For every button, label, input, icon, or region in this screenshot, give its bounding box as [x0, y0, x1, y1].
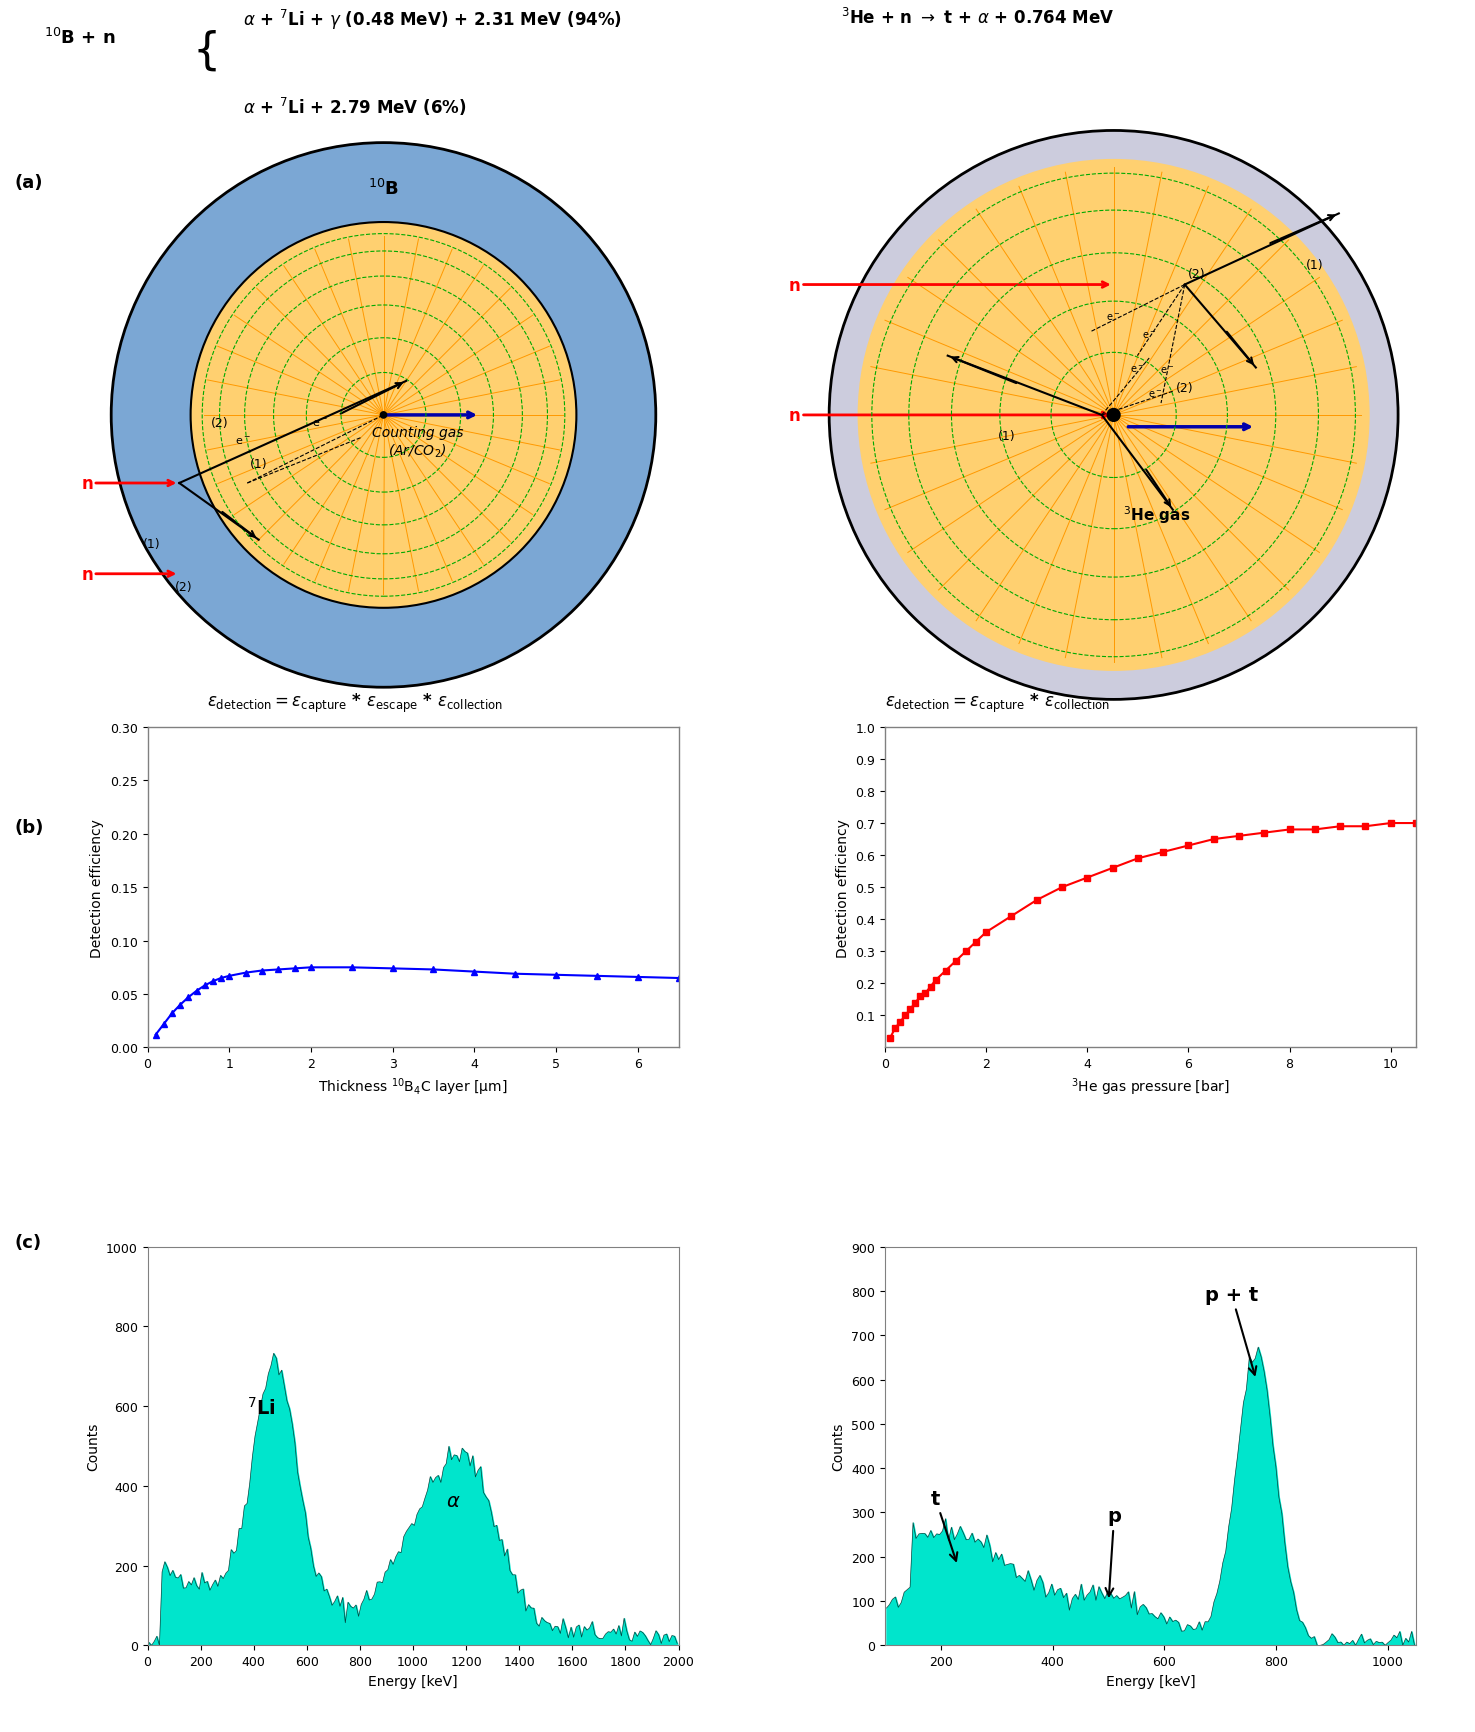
- Text: (2): (2): [1176, 383, 1193, 395]
- Circle shape: [829, 132, 1398, 700]
- Text: $^7$Li: $^7$Li: [248, 1396, 276, 1419]
- Text: $^3$He gas: $^3$He gas: [1122, 504, 1190, 527]
- Text: $\alpha$ + $^7$Li + $\gamma$ (0.48 MeV) + 2.31 MeV (94%): $\alpha$ + $^7$Li + $\gamma$ (0.48 MeV) …: [243, 7, 622, 31]
- Text: e$^-$: e$^-$: [1142, 329, 1156, 341]
- Text: (1): (1): [1307, 258, 1325, 272]
- Text: n: n: [789, 407, 801, 424]
- Text: n: n: [81, 565, 93, 584]
- Text: p: p: [1106, 1507, 1121, 1597]
- Text: e$^-$: e$^-$: [311, 417, 327, 430]
- Circle shape: [379, 412, 388, 419]
- Circle shape: [857, 159, 1370, 672]
- Y-axis label: Counts: Counts: [832, 1422, 845, 1470]
- Text: e$^-$: e$^-$: [1130, 364, 1145, 376]
- Text: $^{10}$B + n: $^{10}$B + n: [44, 28, 115, 48]
- Text: Counting gas
(Ar/CO$_2$): Counting gas (Ar/CO$_2$): [372, 426, 463, 461]
- Circle shape: [111, 144, 656, 688]
- Text: (1): (1): [249, 457, 267, 471]
- Text: (1): (1): [143, 537, 161, 551]
- Text: e$^-$: e$^-$: [235, 436, 251, 447]
- Text: (2): (2): [176, 580, 193, 594]
- X-axis label: $^3$He gas pressure [bar]: $^3$He gas pressure [bar]: [1071, 1076, 1230, 1098]
- Y-axis label: Counts: Counts: [87, 1422, 100, 1470]
- Text: $\varepsilon_{\rm detection} = \varepsilon_{\rm capture}$ * $\varepsilon_{\rm es: $\varepsilon_{\rm detection} = \varepsil…: [207, 691, 503, 715]
- Text: e$^-$: e$^-$: [1159, 365, 1174, 376]
- Text: (2): (2): [211, 417, 229, 430]
- Circle shape: [1106, 409, 1121, 423]
- Text: (1): (1): [999, 430, 1016, 442]
- Text: (c): (c): [15, 1233, 41, 1251]
- Text: n: n: [81, 475, 93, 492]
- Text: $\varepsilon_{\rm detection} = \varepsilon_{\rm capture}$ * $\varepsilon_{\rm co: $\varepsilon_{\rm detection} = \varepsil…: [885, 691, 1111, 715]
- Text: $^{10}$B: $^{10}$B: [367, 178, 400, 199]
- Text: e$^-$: e$^-$: [1148, 390, 1162, 400]
- Text: n: n: [789, 277, 801, 294]
- Text: e$^-$: e$^-$: [1106, 312, 1121, 322]
- Y-axis label: Detection efficiency: Detection efficiency: [90, 818, 105, 958]
- Text: (2): (2): [1187, 268, 1205, 281]
- Text: $\alpha$: $\alpha$: [445, 1491, 460, 1510]
- Text: t: t: [931, 1490, 957, 1561]
- Text: $^3$He + n $\rightarrow$ t + $\alpha$ + 0.764 MeV: $^3$He + n $\rightarrow$ t + $\alpha$ + …: [841, 7, 1114, 28]
- Text: p + t: p + t: [1205, 1285, 1258, 1375]
- X-axis label: Energy [keV]: Energy [keV]: [369, 1673, 457, 1687]
- Text: $\{$: $\{$: [192, 28, 217, 73]
- Text: (b): (b): [15, 818, 44, 837]
- X-axis label: Thickness $^{10}$B$_4$C layer [μm]: Thickness $^{10}$B$_4$C layer [μm]: [319, 1076, 507, 1098]
- Text: (a): (a): [15, 173, 43, 192]
- Y-axis label: Detection efficiency: Detection efficiency: [836, 818, 850, 958]
- Text: $\alpha$ + $^7$Li + 2.79 MeV (6%): $\alpha$ + $^7$Li + 2.79 MeV (6%): [243, 95, 468, 118]
- Circle shape: [190, 223, 577, 608]
- X-axis label: Energy [keV]: Energy [keV]: [1106, 1673, 1195, 1687]
